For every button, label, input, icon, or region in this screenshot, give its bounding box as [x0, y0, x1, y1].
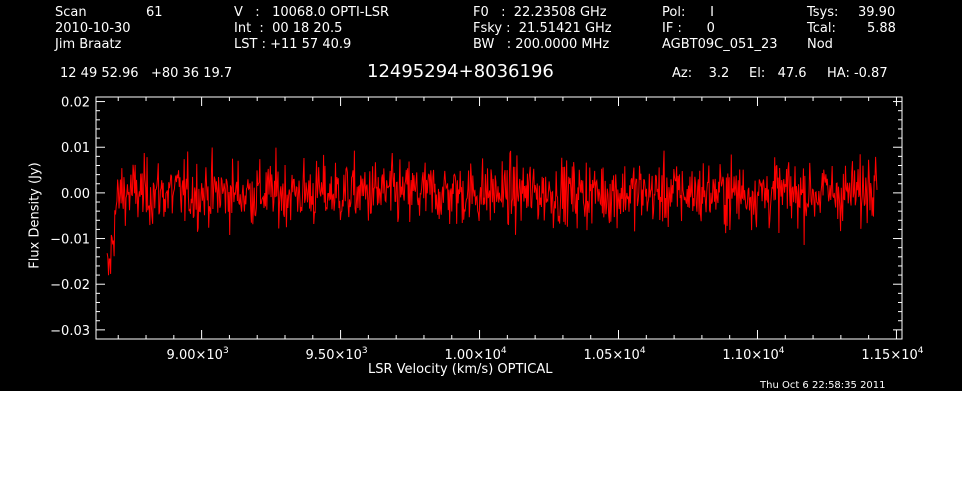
- elevation-readout: El: 47.6: [749, 66, 807, 81]
- source-name: 12495294+8036196: [367, 61, 554, 82]
- tcal-value: 5.88: [867, 21, 896, 36]
- azimuth-readout: Az: 3.2: [672, 66, 730, 81]
- y-tick-label: −0.02: [50, 278, 90, 293]
- plot-timestamp: Thu Oct 6 22:58:35 2011: [760, 380, 886, 391]
- if-readout: IF : 0: [662, 21, 715, 36]
- project-id: AGBT09C_051_23: [662, 37, 778, 52]
- x-tick-label: 1.10×104: [722, 346, 784, 363]
- spectrum-series: [106, 147, 878, 276]
- tsys-label: Tsys:: [807, 5, 839, 20]
- y-axis-title: Flux Density (Jy): [27, 162, 43, 269]
- spectrum-plot: −0.03 −0.02 −0.01 0.00 0.01 0.02 9.00×103 9.50×…: [50, 96, 924, 363]
- x-tick-label: 1.15×104: [861, 346, 923, 363]
- plot-frame: [95, 96, 903, 340]
- bandwidth-readout: BW : 200.0000 MHz: [473, 37, 610, 52]
- plot-panel: Scan 61 2010-10-30 Jim Braatz V : 10068.…: [0, 0, 962, 391]
- plot-axes: [95, 96, 903, 340]
- y-tick-label: 0.01: [61, 141, 90, 156]
- velocity-readout: V : 10068.0 OPTI-LSR: [234, 5, 390, 20]
- hour-angle-readout: HA: -0.87: [827, 66, 888, 81]
- x-tick-label: 1.05×104: [583, 346, 645, 363]
- scan-label: Scan: [55, 5, 87, 20]
- y-tick-label: 0.00: [61, 187, 90, 202]
- source-coordinates: 12 49 52.96 +80 36 19.7: [60, 66, 233, 81]
- fsky-readout: Fsky : 21.51421 GHz: [473, 21, 612, 36]
- tick-labels: −0.03 −0.02 −0.01 0.00 0.01 0.02 9.00×103 9.50×…: [50, 96, 924, 363]
- polarization-readout: Pol: I: [662, 5, 714, 20]
- x-tick-label: 1.00×104: [444, 346, 506, 363]
- spectrum-line: [106, 147, 878, 276]
- x-tick-label: 9.00×103: [167, 346, 229, 363]
- y-tick-label: −0.01: [50, 233, 90, 248]
- lst-readout: LST : +11 57 40.9: [234, 37, 352, 52]
- tcal-label: Tcal:: [807, 21, 836, 36]
- observer-name: Jim Braatz: [55, 37, 122, 52]
- integration-readout: Int : 00 18 20.5: [234, 21, 343, 36]
- tsys-value: 39.90: [858, 5, 896, 20]
- y-tick-label: −0.03: [50, 324, 90, 339]
- scan-value: 61: [146, 5, 163, 20]
- f0-readout: F0 : 22.23508 GHz: [473, 5, 607, 20]
- y-tick-label: 0.02: [61, 96, 90, 111]
- x-axis-title: LSR Velocity (km/s) OPTICAL: [368, 362, 553, 377]
- x-tick-label: 9.50×103: [306, 346, 368, 363]
- observation-date: 2010-10-30: [55, 21, 131, 36]
- switching-mode: Nod: [807, 37, 833, 52]
